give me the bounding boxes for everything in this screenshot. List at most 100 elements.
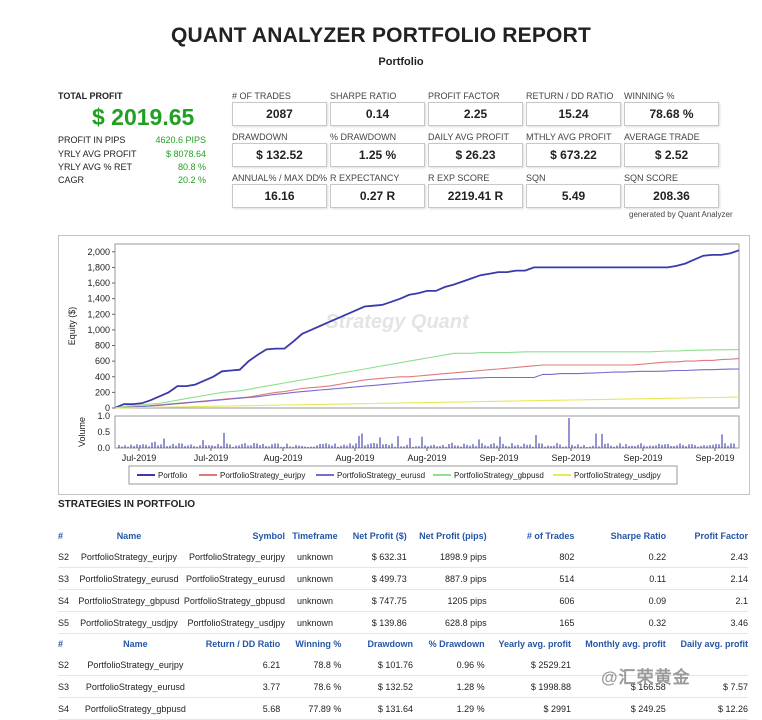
metric-card: R EXP SCORE 2219.41 R — [428, 173, 523, 208]
x-tick-label: Sep-2019 — [623, 453, 662, 463]
legend-box — [128, 465, 678, 485]
metric-label: PROFIT FACTOR — [428, 91, 500, 101]
watermark-logo: @汇荣黄金 — [601, 668, 691, 687]
column-header: Return / DD Ratio — [205, 639, 281, 649]
summary-row-value: 4620.6 PIPS — [155, 135, 206, 145]
table-cell: 0.11 — [574, 567, 667, 590]
metric-card: MTHLY AVG PROFIT $ 673.22 — [526, 132, 621, 167]
table-cell: $ 139.86 — [344, 611, 407, 634]
legend-entry: PortfolioStrategy_usdjpy — [574, 471, 661, 480]
column-header: # — [58, 639, 64, 649]
y-tick-label: 800 — [95, 341, 110, 351]
report-title: QUANT ANALYZER PORTFOLIO REPORT — [171, 24, 591, 47]
table-cell: unknown — [285, 567, 345, 590]
table-cell: 77.89 % — [280, 697, 342, 720]
metric-value: 0.14 — [330, 102, 425, 126]
metric-card: SQN 5.49 — [526, 173, 621, 208]
metric-label: WINNING % — [624, 91, 675, 101]
total-profit-value: $ 2019.65 — [92, 104, 195, 130]
table-cell: 1898.9 pips — [406, 546, 487, 568]
table-row: S5 PortfolioStrategy_usdjpy PortfolioStrat… — [58, 611, 748, 634]
table-cell: $ 132.52 — [341, 675, 413, 698]
table-cell: 1.29 % — [412, 697, 485, 720]
x-tick-label: Jul-2019 — [194, 453, 229, 463]
column-header: Daily avg. profit — [680, 639, 748, 649]
metric-label: SQN SCORE — [624, 173, 679, 183]
column-header: Net Profit (pips) — [419, 531, 487, 541]
table-cell: $ 101.76 — [341, 654, 413, 676]
table-cell: $ 7.57 — [665, 675, 748, 698]
y-tick-label: 1,800 — [87, 262, 110, 272]
summary-row-label: PROFIT IN PIPS — [58, 135, 126, 145]
table-cell: 78.6 % — [280, 675, 342, 698]
strategies-section-title: STRATEGIES IN PORTFOLIO — [58, 499, 196, 510]
table-cell: PortfolioStrategy_eurusd — [183, 567, 285, 590]
series-line — [114, 249, 740, 409]
metric-card: # OF TRADES 2087 — [232, 91, 327, 126]
table-cell: PortfolioStrategy_eurjpy — [183, 546, 285, 568]
table-cell — [665, 654, 748, 676]
series-line — [114, 368, 740, 409]
table-cell: S4 — [58, 589, 74, 612]
metric-card: DAILY AVG PROFIT $ 26.23 — [428, 132, 523, 167]
table-row: S4 PortfolioStrategy_gbpusd 5.68 77.89 % $ 1… — [58, 697, 748, 720]
series-line — [114, 349, 740, 409]
y-tick-label: 1,000 — [87, 325, 110, 335]
table-cell: $ 1998.88 — [484, 675, 571, 698]
volume-area — [114, 415, 740, 449]
metric-card: AVERAGE TRADE $ 2.52 — [624, 132, 719, 167]
summary-row-value: 20.2 % — [177, 175, 206, 185]
table-row: S3 PortfolioStrategy_eurusd PortfolioStrat… — [58, 567, 748, 590]
metric-label: R EXP SCORE — [428, 173, 490, 183]
summary-row-label: YRLY AVG PROFIT — [58, 149, 137, 159]
y-tick-label: 1,600 — [87, 278, 110, 288]
table-cell: S3 — [58, 675, 75, 698]
table-cell: S3 — [58, 567, 74, 590]
metric-card: PROFIT FACTOR 2.25 — [428, 91, 523, 126]
table-cell: $ 166.58 — [570, 675, 666, 698]
table-cell: 0.09 — [574, 589, 667, 612]
y-tick-label: 1,200 — [87, 309, 110, 319]
table-cell: unknown — [285, 589, 345, 612]
table-cell — [570, 654, 666, 676]
table-cell: S2 — [58, 654, 75, 676]
summary-row: YRLY AVG PROFIT $ 8078.64 — [58, 149, 206, 159]
table-cell: PortfolioStrategy_gbpusd — [74, 697, 196, 720]
table-cell: 3.46 — [666, 611, 748, 634]
metric-value: 1.25 % — [330, 143, 425, 167]
table-cell: PortfolioStrategy_eurjpy — [74, 654, 196, 676]
column-header: Monthly avg. profit — [585, 639, 666, 649]
column-header: Timeframe — [292, 531, 338, 541]
metric-value: 2219.41 R — [428, 184, 523, 208]
table-cell: $ 2529.21 — [484, 654, 571, 676]
column-header: Drawdown — [367, 639, 413, 649]
metric-label: # OF TRADES — [232, 91, 291, 101]
summary-row: CAGR 20.2 % — [58, 175, 206, 185]
report-subtitle: Portfolio — [378, 56, 424, 68]
metric-label: % DRAWDOWN — [330, 132, 397, 142]
legend-entry: Portfolio — [158, 471, 188, 480]
metric-label: MTHLY AVG PROFIT — [526, 132, 612, 142]
column-header: Winning % — [295, 639, 342, 649]
column-header: Profit Factor — [694, 531, 748, 541]
summary-row: YRLY AVG % RET 80.8 % — [58, 162, 206, 172]
metric-card: WINNING % 78.68 % — [624, 91, 719, 126]
metric-card: R EXPECTANCY 0.27 R — [330, 173, 425, 208]
x-tick-label: Jul-2019 — [122, 453, 157, 463]
summary-row-label: YRLY AVG % RET — [58, 162, 133, 172]
table-cell: unknown — [285, 611, 345, 634]
table-cell: 0.96 % — [412, 654, 485, 676]
metric-value: $ 673.22 — [526, 143, 621, 167]
y-tick-label: 600 — [95, 356, 110, 366]
watermark-text: Strategy Quant — [325, 311, 470, 333]
metric-value: 15.24 — [526, 102, 621, 126]
strategies-table-1: # Name Symbol Timeframe Net Profit ($) Net Pr… — [58, 526, 748, 634]
column-header: Name — [123, 639, 148, 649]
metric-label: RETURN / DD RATIO — [526, 91, 614, 101]
metric-value: $ 132.52 — [232, 143, 327, 167]
table-cell: 78.8 % — [280, 654, 342, 676]
x-tick-label: Sep-2019 — [551, 453, 590, 463]
x-tick-label: Sep-2019 — [695, 453, 734, 463]
column-header: Sharpe Ratio — [610, 531, 667, 541]
table-cell: PortfolioStrategy_eurusd — [74, 675, 196, 698]
